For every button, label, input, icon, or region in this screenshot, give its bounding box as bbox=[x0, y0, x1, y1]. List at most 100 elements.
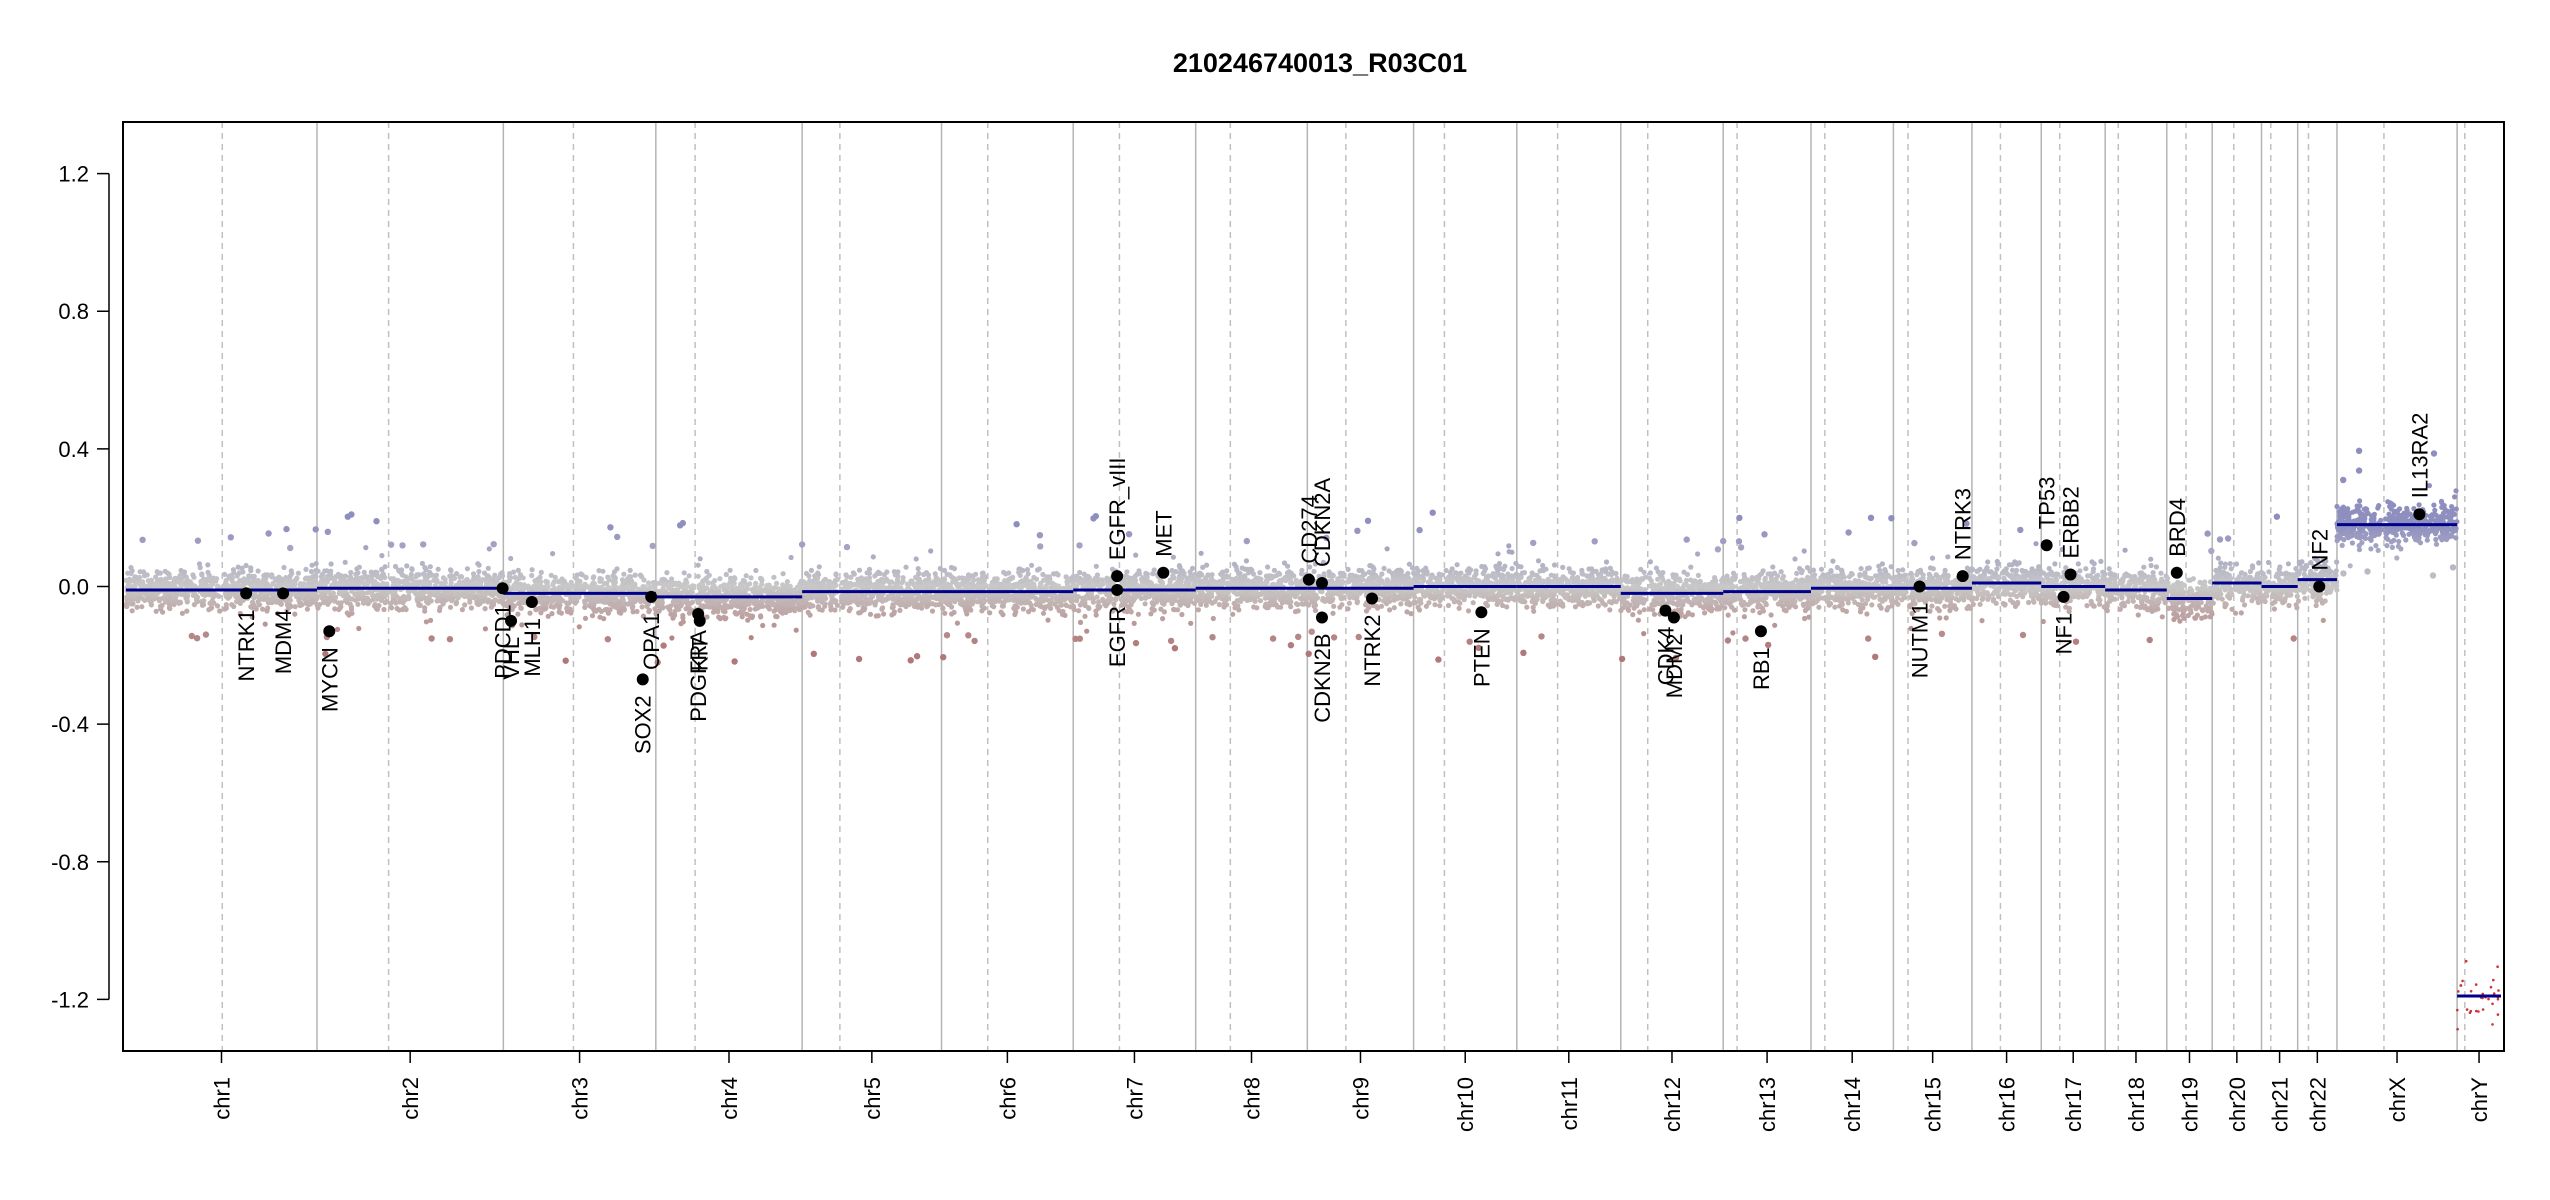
probe-point bbox=[1294, 589, 1300, 595]
probe-point bbox=[945, 581, 951, 587]
probe-point bbox=[1091, 582, 1097, 588]
probe-point bbox=[758, 576, 765, 582]
probe-point bbox=[810, 603, 816, 609]
probe-point bbox=[979, 603, 985, 609]
probe-point bbox=[679, 582, 685, 589]
probe-point bbox=[221, 571, 228, 578]
probe-point bbox=[1085, 605, 1091, 611]
probe-point bbox=[815, 570, 821, 576]
probe-point bbox=[940, 654, 947, 661]
probe-point bbox=[342, 559, 348, 565]
probe-point bbox=[714, 597, 720, 603]
probe-point bbox=[515, 567, 521, 573]
probe-point bbox=[574, 577, 580, 583]
probe-point bbox=[977, 577, 983, 584]
probe-point bbox=[1381, 565, 1387, 572]
probe-point bbox=[1171, 575, 1177, 581]
probe-point bbox=[766, 606, 772, 612]
probe-point bbox=[154, 581, 160, 588]
probe-point bbox=[1076, 542, 1083, 549]
probe-point bbox=[1264, 591, 1270, 597]
probe-point bbox=[1094, 594, 1100, 600]
probe-point bbox=[990, 582, 997, 588]
probe-point bbox=[227, 534, 234, 541]
probe-point bbox=[1295, 608, 1301, 614]
probe-point bbox=[775, 598, 782, 604]
probe-point bbox=[380, 571, 386, 577]
probe-point bbox=[931, 595, 937, 601]
probe-point bbox=[890, 602, 896, 608]
probe-point bbox=[529, 572, 535, 579]
probe-point bbox=[680, 615, 686, 621]
probe-point bbox=[550, 551, 556, 557]
probe-point bbox=[1023, 576, 1029, 582]
probe-point bbox=[406, 594, 412, 601]
probe-point bbox=[1212, 598, 1218, 605]
probe-point bbox=[1294, 580, 1300, 586]
probe-point bbox=[807, 612, 813, 618]
probe-point bbox=[1133, 552, 1139, 558]
probe-point bbox=[875, 578, 881, 585]
probe-point bbox=[287, 597, 293, 603]
probe-point bbox=[861, 607, 867, 613]
probe-point bbox=[1299, 596, 1305, 602]
probe-point bbox=[457, 574, 463, 580]
probe-point bbox=[337, 605, 343, 611]
probe-point bbox=[217, 608, 223, 614]
probe-point bbox=[823, 595, 829, 602]
probe-point bbox=[901, 595, 907, 601]
probe-point bbox=[1171, 645, 1179, 652]
probe-point bbox=[496, 599, 502, 605]
probe-point bbox=[897, 599, 903, 605]
probe-point bbox=[1025, 594, 1031, 600]
probe-point bbox=[625, 576, 631, 582]
probe-point bbox=[459, 607, 465, 613]
probe-point bbox=[617, 584, 624, 591]
probe-point bbox=[630, 609, 636, 615]
probe-point bbox=[356, 625, 362, 632]
probe-point bbox=[231, 570, 237, 576]
probe-point bbox=[733, 611, 739, 617]
probe-point bbox=[1287, 642, 1295, 649]
probe-point bbox=[251, 602, 257, 608]
probe-point bbox=[850, 570, 857, 576]
probe-point bbox=[744, 586, 751, 592]
probe-point bbox=[1231, 582, 1237, 588]
probe-point bbox=[205, 562, 211, 568]
probe-point bbox=[700, 591, 706, 597]
probe-point bbox=[333, 594, 339, 601]
probe-point bbox=[684, 580, 690, 586]
probe-point bbox=[243, 580, 249, 586]
probe-point bbox=[1036, 566, 1042, 572]
probe-point bbox=[301, 582, 307, 589]
probe-point bbox=[518, 584, 525, 590]
probe-point bbox=[448, 580, 454, 586]
probe-point bbox=[312, 526, 319, 533]
probe-point bbox=[476, 599, 483, 605]
probe-point bbox=[286, 583, 292, 589]
probe-point bbox=[956, 575, 962, 581]
probe-point bbox=[1179, 611, 1185, 618]
probe-point bbox=[1242, 566, 1248, 572]
probe-point bbox=[488, 604, 494, 610]
probe-point bbox=[363, 574, 369, 580]
probe-point bbox=[1287, 589, 1293, 595]
probe-point bbox=[420, 541, 427, 548]
probe-point bbox=[176, 574, 182, 581]
probe-point bbox=[150, 594, 156, 600]
probe-point bbox=[1161, 609, 1167, 615]
probe-point bbox=[1143, 570, 1149, 576]
probe-point bbox=[348, 511, 355, 518]
probe-point bbox=[482, 606, 488, 612]
probe-point bbox=[1005, 579, 1011, 585]
probe-point bbox=[470, 590, 476, 596]
probe-point bbox=[1200, 564, 1206, 571]
probe-point bbox=[508, 555, 514, 562]
probe-point bbox=[255, 568, 261, 574]
probe-point bbox=[769, 600, 775, 606]
probe-point bbox=[500, 601, 506, 607]
probe-point bbox=[596, 606, 602, 613]
probe-point bbox=[974, 599, 980, 605]
probe-point bbox=[660, 642, 667, 649]
probe-point bbox=[640, 586, 646, 592]
